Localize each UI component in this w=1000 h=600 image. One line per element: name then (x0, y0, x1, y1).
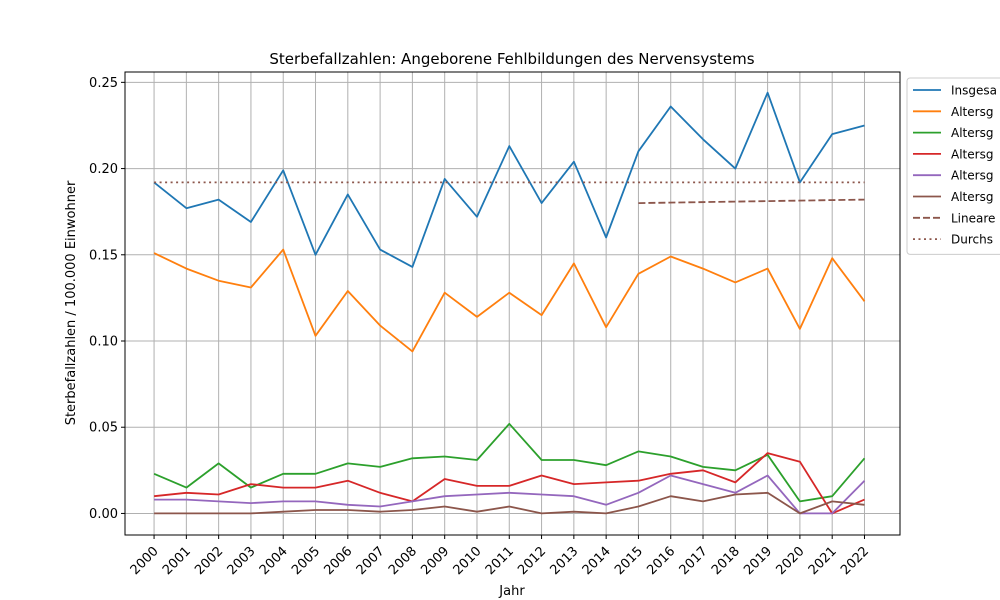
legend-label: Altersg (951, 105, 993, 119)
series-line-1 (153, 248, 866, 353)
x-tick-label: 2021 (806, 544, 840, 578)
y-tick-label: 0.10 (89, 335, 118, 350)
series-line-6 (638, 198, 865, 204)
y-tick-label: 0.25 (89, 76, 118, 91)
x-tick-label: 2004 (257, 544, 291, 578)
x-tick-label: 2014 (580, 544, 614, 578)
legend-label: Durchs (951, 233, 993, 247)
x-tick-label: 2017 (677, 544, 711, 578)
y-tick-label: 0.15 (89, 248, 118, 263)
series-line-5 (154, 491, 865, 515)
x-tick-label: 2010 (451, 544, 485, 578)
legend: Insgesa Altersg Altersg Altersg Altersg Alter… (906, 77, 1000, 255)
x-tick-label: 2003 (225, 544, 259, 578)
y-axis-label: Sterbefallzahlen / 100.000 Einwohner (64, 180, 79, 425)
legend-label: Lineare (951, 211, 995, 225)
x-tick-label: 2001 (160, 544, 194, 578)
series-line-3 (154, 452, 865, 515)
x-tick-label: 2009 (418, 544, 452, 578)
x-tick-label: 2022 (838, 544, 872, 578)
x-tick-label: 2013 (547, 544, 581, 578)
x-tick-label: 2015 (612, 544, 646, 578)
legend-label: Altersg (951, 126, 993, 140)
legend-label: Altersg (951, 147, 993, 161)
legend-label: Insgesa (951, 84, 997, 98)
series-lines (153, 91, 866, 515)
legend-label: Altersg (951, 169, 993, 183)
x-tick-label: 2008 (386, 544, 420, 578)
plot-frame (124, 71, 901, 536)
x-tick-label: 2016 (644, 544, 678, 578)
chart-title: Sterbefallzahlen: Angeborene Fehlbildung… (269, 50, 754, 68)
x-tick-label: 2018 (709, 544, 743, 578)
x-tick-label: 2019 (741, 544, 775, 578)
x-tick-label: 2007 (354, 544, 388, 578)
x-tick-label: 2020 (774, 544, 808, 578)
x-tick-label: 2006 (321, 544, 355, 578)
y-tick-label: 0.05 (89, 421, 118, 436)
legend-label: Altersg (951, 190, 993, 204)
x-tick-label: 2012 (515, 544, 549, 578)
x-axis-label: Jahr (498, 584, 525, 599)
grid-lines (125, 72, 900, 535)
series-line-2 (153, 422, 866, 503)
series-line-4 (154, 474, 866, 515)
y-axis: 0.00 0.05 0.10 0.15 0.20 0.25 (89, 76, 125, 522)
series-line-0 (153, 91, 865, 268)
x-axis: 2000200120022003200420052006200720082009… (128, 535, 872, 578)
x-tick-label: 2011 (483, 544, 517, 578)
x-tick-label: 2002 (192, 544, 226, 578)
x-tick-label: 2000 (128, 544, 162, 578)
legend-box (906, 77, 1000, 255)
y-tick-label: 0.00 (89, 507, 118, 522)
x-tick-label: 2005 (289, 544, 323, 578)
y-tick-label: 0.20 (89, 162, 118, 177)
